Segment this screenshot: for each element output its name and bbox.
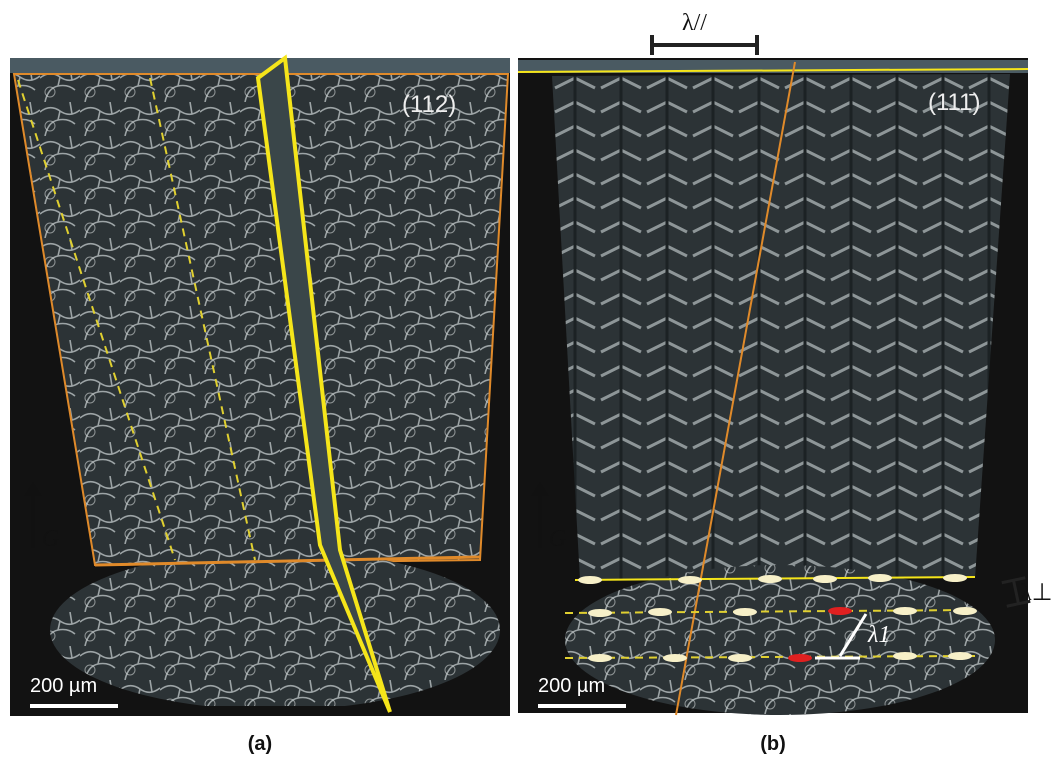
side-face bbox=[14, 74, 508, 565]
bracket bbox=[652, 35, 757, 55]
top-band bbox=[10, 58, 510, 73]
bottom-face bbox=[565, 565, 995, 715]
orientation: (112) bbox=[402, 91, 456, 118]
bottom-face bbox=[50, 550, 500, 710]
spacing-label: λ⊥ bbox=[1020, 580, 1053, 606]
spacing-label: λ// bbox=[682, 10, 707, 36]
marked-tip bbox=[828, 607, 852, 615]
panel-b: λ1 λ// λ⊥ (111̄) G 200 µm (b) bbox=[518, 10, 1053, 755]
orientation: (111̄) bbox=[928, 89, 980, 116]
gradient: G bbox=[42, 526, 59, 552]
panel-label: (a) bbox=[248, 733, 272, 755]
panel-a: (112) G 200 µm (a) bbox=[10, 58, 510, 755]
marked-tip bbox=[788, 654, 812, 662]
spacing-label: λ1 bbox=[867, 622, 890, 648]
scale-label: 200 µm bbox=[30, 675, 97, 697]
gradient: G bbox=[549, 526, 566, 552]
figure: (112) G 200 µm (a) λ1 λ// λ⊥ (111̄) bbox=[0, 0, 1059, 769]
panel-label: (b) bbox=[760, 733, 786, 755]
scale-label: 200 µm bbox=[538, 675, 605, 697]
side-face bbox=[552, 74, 1010, 580]
